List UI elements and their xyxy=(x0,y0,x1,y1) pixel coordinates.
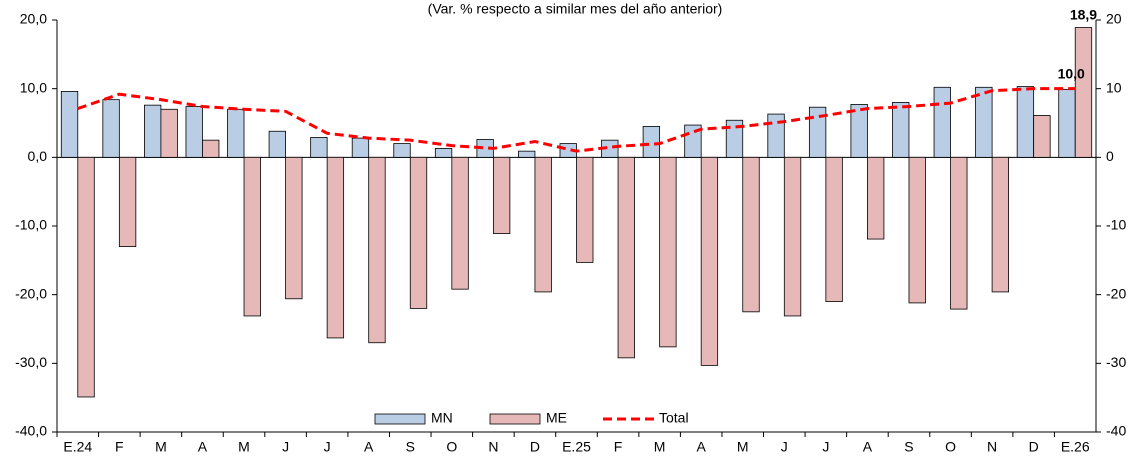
bar xyxy=(767,113,785,158)
chart-subtitle: (Var. % respecto a similar mes del año a… xyxy=(428,1,723,17)
bar xyxy=(825,156,843,302)
bar xyxy=(60,91,79,158)
x-tick-label: S xyxy=(904,439,913,455)
bar xyxy=(1074,27,1093,158)
bar xyxy=(160,108,178,158)
y-tick-label: -30,0 xyxy=(15,354,47,370)
bar xyxy=(518,150,536,158)
x-tick-label: N xyxy=(488,439,498,455)
bar xyxy=(991,156,1009,293)
bar xyxy=(102,99,120,158)
line xyxy=(77,87,1076,153)
bar xyxy=(783,156,802,317)
bar xyxy=(409,156,428,309)
bar xyxy=(143,104,162,158)
bar xyxy=(1058,88,1076,158)
x-tick-label: O xyxy=(945,439,956,455)
x-tick-label: E.26 xyxy=(1061,439,1090,455)
bar xyxy=(617,156,635,359)
x-tick-label: J xyxy=(781,439,788,455)
bar xyxy=(642,126,661,158)
bar xyxy=(892,102,910,158)
y-tick-label: 0,0 xyxy=(28,148,48,164)
x-tick-label: S xyxy=(406,439,415,455)
x-tick-label: A xyxy=(697,439,707,455)
bar xyxy=(534,156,552,293)
x-tick-label: N xyxy=(987,439,997,455)
y-tick-label: -10,0 xyxy=(15,217,47,233)
y2-tick-label: -20 xyxy=(1106,285,1126,301)
data-label: 10,0 xyxy=(1058,65,1085,81)
bar xyxy=(1016,86,1035,158)
bar xyxy=(492,156,511,234)
x-tick-label: M xyxy=(737,439,749,455)
x-tick-label: M xyxy=(238,439,250,455)
y2-tick-label: -10 xyxy=(1106,217,1126,233)
x-tick-label: M xyxy=(155,439,167,455)
bar xyxy=(268,130,286,158)
bar xyxy=(1033,115,1051,158)
x-tick-label: E.25 xyxy=(562,439,591,455)
bar xyxy=(659,156,677,348)
y2-tick-label: 0 xyxy=(1106,148,1114,164)
y-tick-label: 10,0 xyxy=(20,79,47,95)
bar xyxy=(285,156,303,300)
legend-label: Total xyxy=(659,410,689,426)
bar xyxy=(451,156,469,290)
x-tick-label: E.24 xyxy=(63,439,92,455)
x-tick-label: D xyxy=(1029,439,1039,455)
bar xyxy=(700,156,719,366)
legend-label: ME xyxy=(546,410,567,426)
bar xyxy=(393,143,411,158)
bar xyxy=(850,104,868,158)
bar xyxy=(933,86,951,158)
bar xyxy=(908,156,926,304)
x-tick-label: J xyxy=(822,439,829,455)
x-tick-label: O xyxy=(446,439,457,455)
y2-tick-label: 10 xyxy=(1106,79,1122,95)
bar xyxy=(725,119,744,158)
data-label: 18,9 xyxy=(1070,6,1097,22)
bar xyxy=(808,106,827,158)
x-tick-label: A xyxy=(198,439,208,455)
bar xyxy=(576,156,594,263)
bar xyxy=(368,156,386,344)
x-tick-label: F xyxy=(115,439,124,455)
x-tick-label: D xyxy=(530,439,540,455)
legend-swatch xyxy=(489,413,541,425)
bar xyxy=(326,156,345,339)
x-tick-label: F xyxy=(614,439,623,455)
bar xyxy=(243,156,261,317)
y2-tick-label: -40 xyxy=(1106,423,1126,439)
y2-tick-label: 20 xyxy=(1106,11,1122,27)
x-tick-label: A xyxy=(364,439,374,455)
bar xyxy=(227,108,245,158)
x-tick-label: J xyxy=(324,439,331,455)
bar xyxy=(351,137,370,158)
legend-swatch xyxy=(374,413,426,425)
legend-label: MN xyxy=(431,410,453,426)
y-tick-label: -20,0 xyxy=(15,285,47,301)
x-tick-label: J xyxy=(282,439,289,455)
bar xyxy=(185,106,203,158)
x-tick-label: M xyxy=(654,439,666,455)
bar xyxy=(867,156,885,240)
y-tick-label: 20,0 xyxy=(20,11,47,27)
bar xyxy=(742,156,760,313)
bar xyxy=(950,156,968,310)
bar xyxy=(202,139,220,158)
bar xyxy=(434,148,453,158)
bar xyxy=(975,86,993,158)
y-tick-label: -40,0 xyxy=(15,423,47,439)
bar xyxy=(310,137,328,158)
bar xyxy=(77,156,95,398)
x-tick-label: A xyxy=(863,439,873,455)
bar xyxy=(118,156,137,247)
y2-tick-label: -30 xyxy=(1106,354,1126,370)
